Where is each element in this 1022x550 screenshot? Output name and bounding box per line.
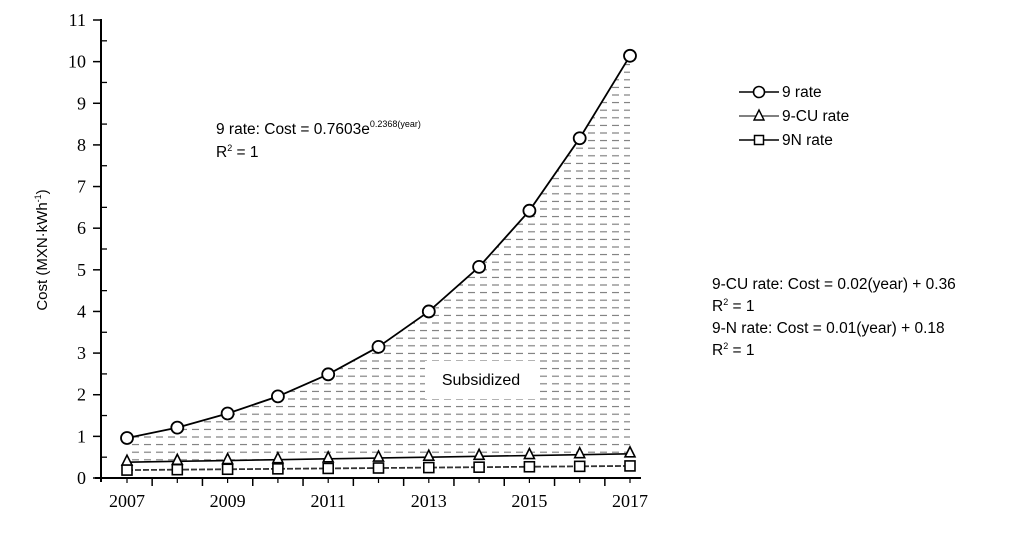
- subsidized-shaded-area: [127, 55, 630, 463]
- legend-label-9cu-rate: 9-CU rate: [782, 108, 849, 125]
- equation-9-rate-line1: 9 rate: Cost = 0.7603e0.2368(year): [216, 119, 421, 138]
- equation-9cu-rate: 9-CU rate: Cost = 0.02(year) + 0.36: [712, 276, 956, 293]
- equation-9n-rate: 9-N rate: Cost = 0.01(year) + 0.18: [712, 320, 945, 337]
- equation-9n-r2: R2 = 1: [712, 341, 755, 359]
- series-9-cu-rate: [120, 445, 637, 466]
- data-point-triangle: [321, 450, 335, 463]
- y-tick-label: 5: [77, 260, 86, 280]
- x-tick-label: 2015: [511, 491, 547, 511]
- legend-label-9-rate: 9 rate: [782, 84, 822, 101]
- data-point-circle: [572, 131, 587, 146]
- series-9n-rate: [121, 460, 636, 476]
- data-point-circle: [371, 339, 386, 354]
- data-point-triangle: [472, 447, 486, 461]
- data-point-triangle: [523, 446, 536, 460]
- x-tick-label: 2017: [612, 491, 648, 511]
- x-tick-label: 2011: [311, 491, 346, 511]
- y-tick-label: 4: [77, 301, 86, 321]
- data-point-triangle: [372, 449, 385, 462]
- data-point-square: [322, 462, 335, 475]
- data-point-square: [422, 461, 435, 474]
- x-tick-label: 2009: [210, 491, 246, 511]
- data-point-square: [523, 460, 536, 473]
- data-point-square: [171, 463, 184, 476]
- legend: 9 rate 9-CU rate 9N rate: [739, 84, 849, 149]
- x-tick-label: 2013: [411, 491, 447, 511]
- data-point-circle: [321, 367, 336, 382]
- x-tick-label: 2007: [109, 491, 145, 511]
- y-ticks: 0 1 2 3 4 5 6 7 8 9 10 11: [68, 10, 107, 488]
- data-point-square: [121, 464, 133, 476]
- data-point-circle: [472, 260, 487, 274]
- data-point-triangle: [573, 445, 586, 459]
- data-point-square: [473, 461, 485, 473]
- subsidized-label-box: [425, 361, 537, 399]
- equation-9-rate-r2: R2 = 1: [216, 143, 259, 161]
- series-layer: [120, 48, 637, 476]
- data-point-circle: [522, 203, 537, 218]
- legend-label-9n-rate: 9N rate: [782, 132, 833, 149]
- data-point-square: [372, 462, 385, 474]
- y-tick-label: 9: [77, 93, 86, 113]
- series-9-rate: [120, 48, 637, 445]
- legend-item-9cu-rate: 9-CU rate: [739, 108, 849, 125]
- legend-triangle-marker-icon: [752, 108, 766, 121]
- data-point-square: [221, 463, 234, 476]
- y-tick-label: 3: [77, 343, 86, 363]
- data-point-circle: [270, 389, 285, 404]
- legend-item-9n-rate: 9N rate: [739, 132, 833, 149]
- y-tick-label: 8: [77, 135, 86, 155]
- y-tick-label: 1: [77, 426, 86, 446]
- legend-circle-marker-icon: [752, 85, 766, 99]
- data-point-circle: [421, 304, 436, 319]
- equation-9-rate: 9 rate: Cost = 0.7603e0.2368(year) R2 = …: [216, 119, 421, 161]
- y-tick-label: 7: [77, 177, 86, 197]
- data-point-circle: [623, 48, 637, 63]
- axes: [95, 19, 641, 482]
- data-point-triangle: [271, 450, 285, 464]
- equation-9cu-r2: R2 = 1: [712, 297, 755, 315]
- y-tick-label: 10: [68, 52, 86, 72]
- y-tick-label: 0: [77, 468, 86, 488]
- data-point-circle: [120, 431, 134, 445]
- legend-square-marker-icon: [753, 134, 765, 146]
- legend-item-9-rate: 9 rate: [739, 84, 822, 101]
- equation-cu-n-rates: 9-CU rate: Cost = 0.02(year) + 0.36 R2 =…: [712, 276, 956, 359]
- x-ticks: 2007 2009 2011 2013 2015 2017: [109, 478, 648, 511]
- y-tick-label: 11: [69, 10, 86, 30]
- y-tick-label: 2: [77, 385, 86, 405]
- data-point-square: [573, 460, 586, 473]
- data-point-square: [272, 463, 284, 475]
- data-point-triangle: [422, 448, 436, 461]
- subsidized-label: Subsidized: [442, 372, 520, 389]
- data-point-circle: [220, 406, 235, 421]
- data-point-triangle: [623, 445, 637, 458]
- y-tick-label: 6: [77, 218, 86, 238]
- data-point-square: [624, 460, 636, 472]
- data-point-circle: [170, 420, 185, 435]
- y-axis-title: Cost (MXN·kWh-1): [33, 189, 51, 310]
